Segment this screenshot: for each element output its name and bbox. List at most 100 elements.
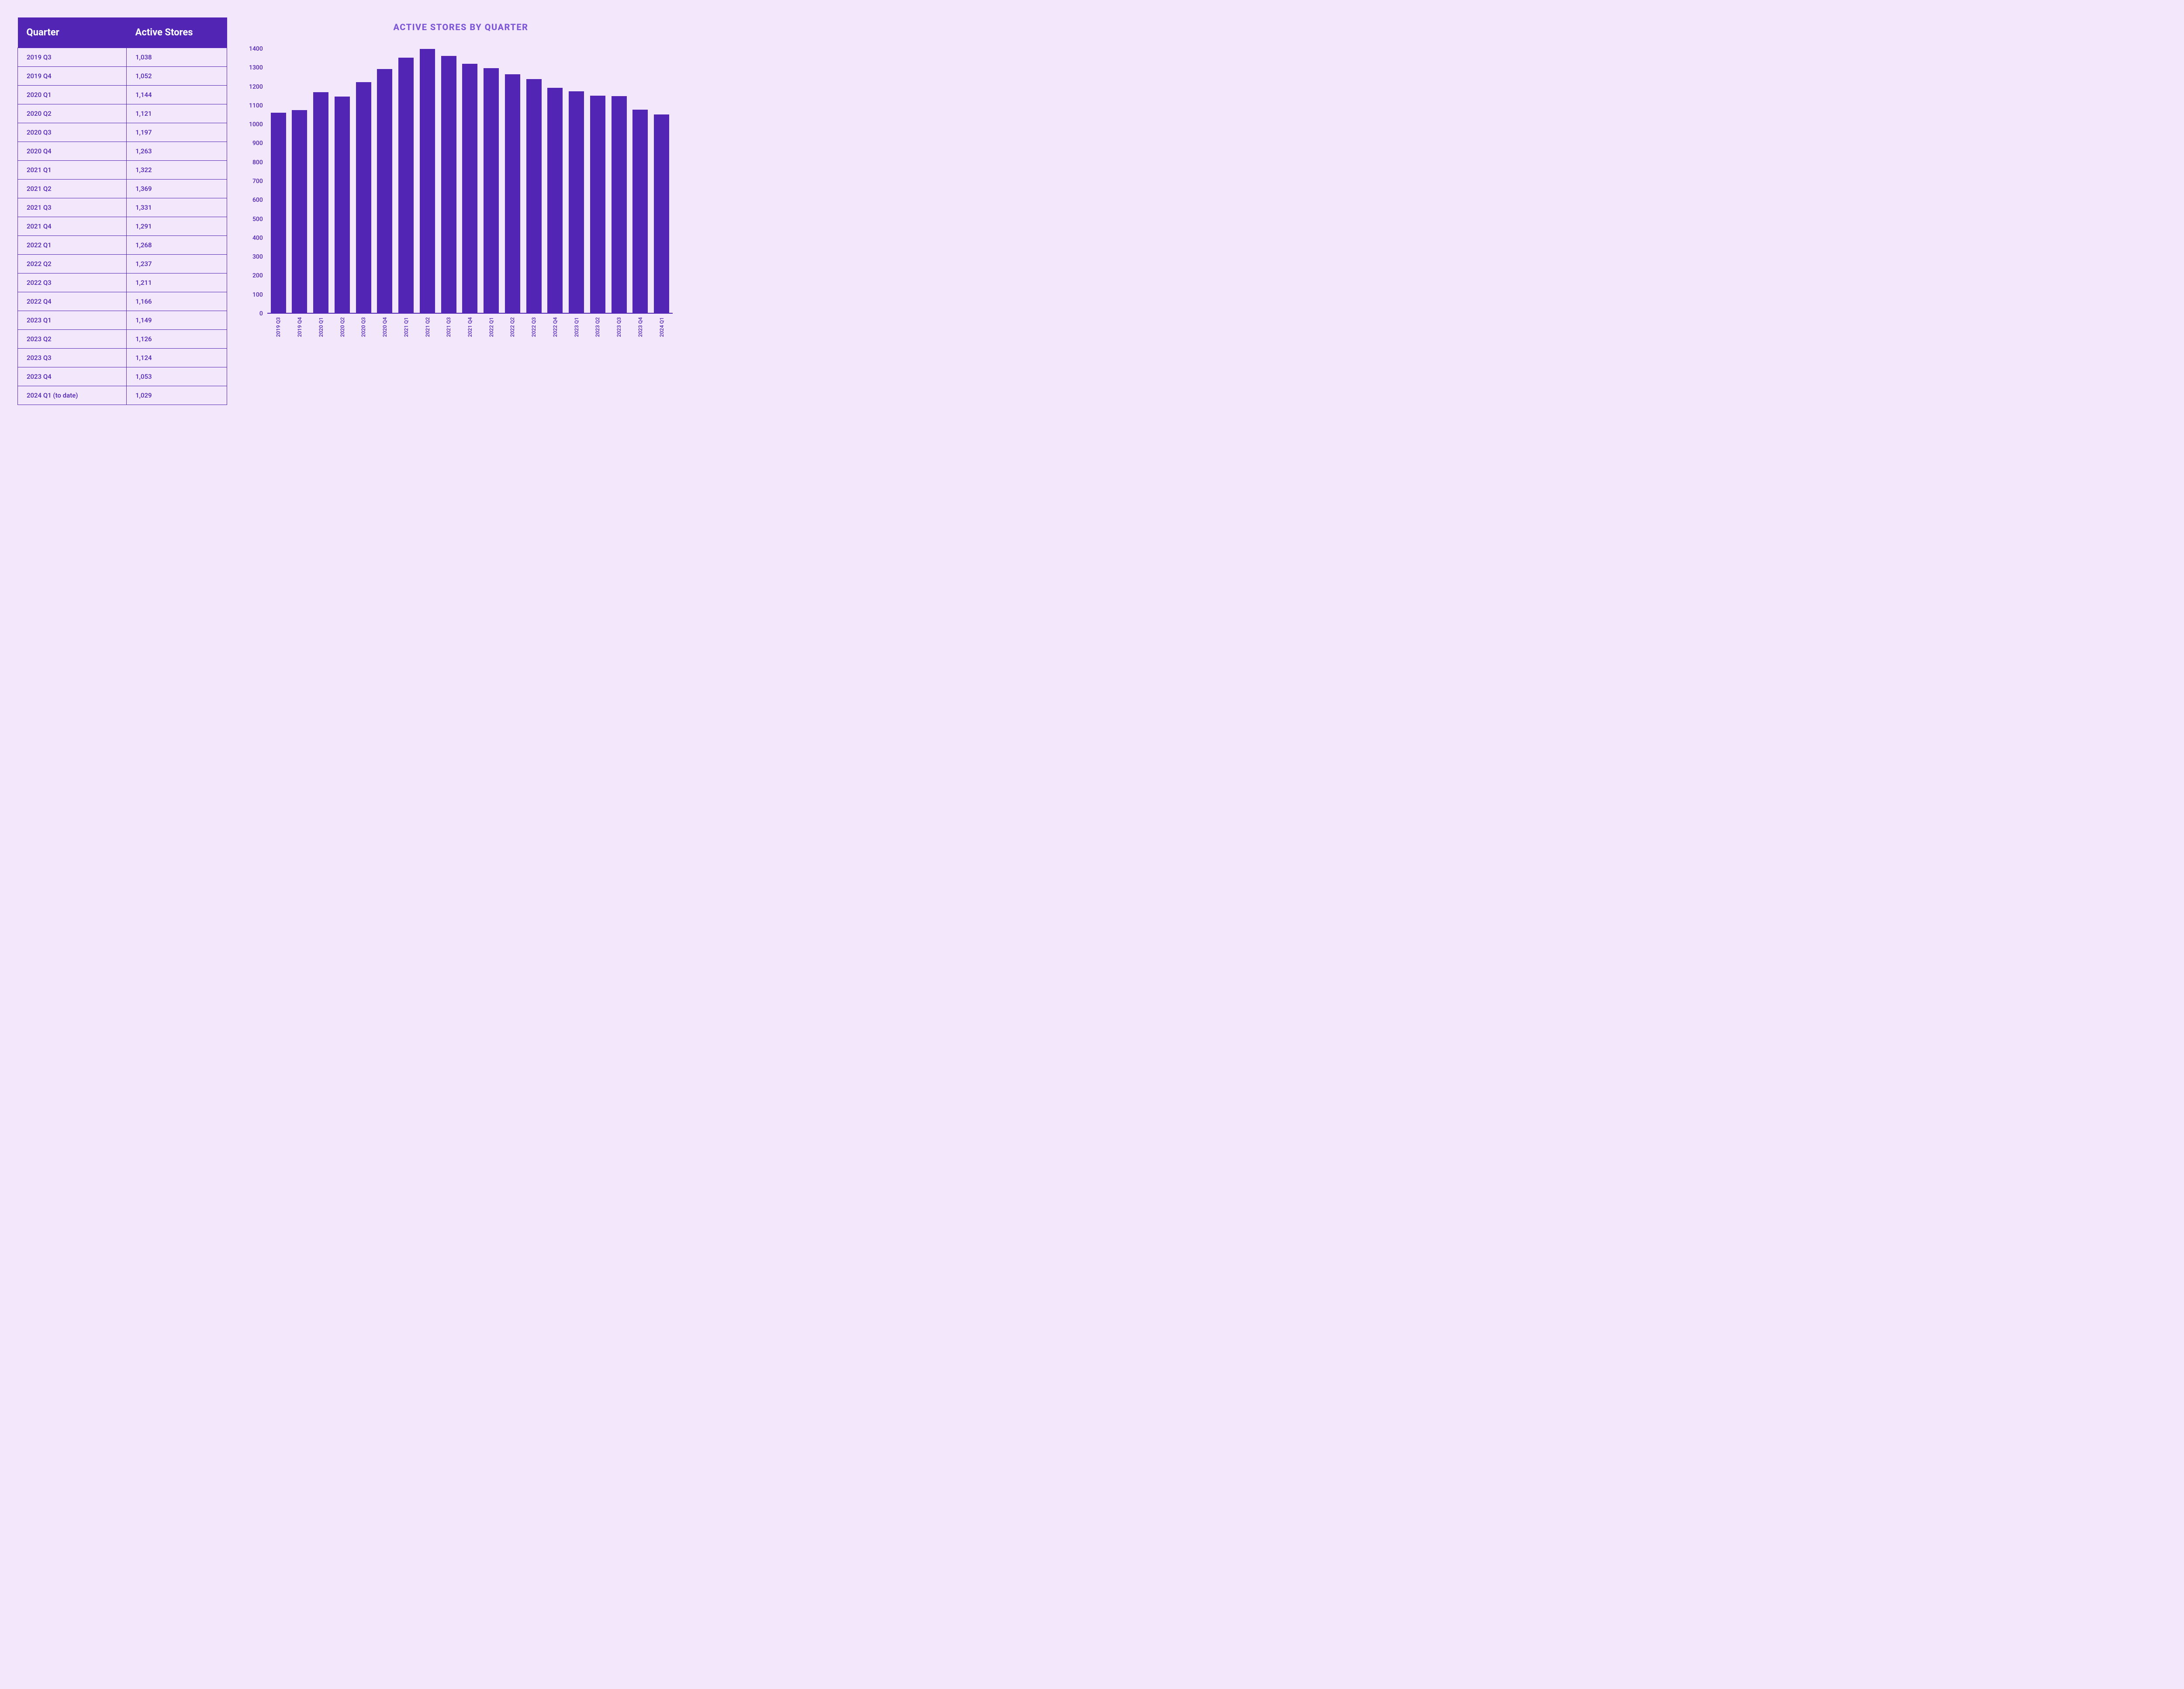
cell-active-stores: 1,124	[127, 349, 227, 367]
x-label: 2023 Q4	[637, 317, 643, 337]
cell-quarter: 2019 Q3	[18, 48, 127, 67]
table-row: 2020 Q41,263	[18, 142, 227, 161]
x-axis-labels: 2019 Q32019 Q42020 Q12020 Q22020 Q32020 …	[267, 317, 673, 337]
x-label: 2019 Q4	[297, 317, 303, 337]
y-tick: 0	[259, 311, 263, 317]
column-header-active-stores: Active Stores	[127, 17, 227, 48]
cell-active-stores: 1,237	[127, 255, 227, 273]
bar-slot	[376, 43, 394, 313]
y-tick: 1200	[249, 84, 263, 90]
table-row: 2021 Q21,369	[18, 180, 227, 198]
x-label-slot: 2020 Q1	[311, 317, 330, 337]
cell-quarter: 2020 Q1	[18, 86, 127, 104]
cell-active-stores: 1,052	[127, 67, 227, 86]
bar-slot	[290, 43, 309, 313]
cell-quarter: 2022 Q3	[18, 273, 127, 292]
cell-active-stores: 1,369	[127, 180, 227, 198]
bar-slot	[333, 43, 352, 313]
cell-quarter: 2023 Q4	[18, 367, 127, 386]
chart-area: 1400130012001100100090080070060050040030…	[249, 43, 673, 314]
x-label-slot: 2020 Q3	[354, 317, 373, 337]
cell-quarter: 2023 Q2	[18, 330, 127, 349]
table-row: 2023 Q41,053	[18, 367, 227, 386]
y-tick: 600	[252, 197, 263, 203]
bar-slot	[482, 43, 501, 313]
cell-quarter: 2024 Q1 (to date)	[18, 386, 127, 405]
column-header-quarter: Quarter	[18, 17, 127, 48]
cell-quarter: 2022 Q2	[18, 255, 127, 273]
cell-quarter: 2020 Q3	[18, 123, 127, 142]
x-label: 2021 Q2	[425, 317, 431, 337]
x-label-slot: 2019 Q3	[269, 317, 288, 337]
x-label-slot: 2020 Q4	[376, 317, 394, 337]
cell-active-stores: 1,144	[127, 86, 227, 104]
bar	[292, 110, 307, 313]
x-label-slot: 2023 Q3	[610, 317, 629, 337]
x-label: 2021 Q1	[403, 317, 409, 337]
cell-quarter: 2022 Q1	[18, 236, 127, 255]
x-label-slot: 2023 Q1	[567, 317, 586, 337]
bar	[612, 96, 627, 313]
bar-slot	[567, 43, 586, 313]
bar	[335, 97, 350, 313]
x-label-slot: 2022 Q4	[546, 317, 565, 337]
y-tick: 1000	[249, 121, 263, 128]
cell-active-stores: 1,322	[127, 161, 227, 180]
cell-quarter: 2020 Q2	[18, 104, 127, 123]
x-label-slot: 2021 Q2	[418, 317, 437, 337]
cell-active-stores: 1,263	[127, 142, 227, 161]
x-label: 2023 Q2	[594, 317, 601, 337]
y-tick: 200	[252, 273, 263, 279]
cell-quarter: 2019 Q4	[18, 67, 127, 86]
bar-slot	[610, 43, 629, 313]
cell-active-stores: 1,053	[127, 367, 227, 386]
table-row: 2021 Q31,331	[18, 198, 227, 217]
bar	[462, 64, 477, 313]
y-tick: 100	[252, 292, 263, 298]
x-label: 2020 Q3	[360, 317, 366, 337]
y-tick: 900	[252, 140, 263, 146]
table-row: 2021 Q41,291	[18, 217, 227, 236]
bar-slot	[546, 43, 565, 313]
bar	[356, 82, 371, 313]
bar	[441, 56, 456, 313]
table-row: 2023 Q21,126	[18, 330, 227, 349]
cell-quarter: 2022 Q4	[18, 292, 127, 311]
bar	[420, 49, 435, 313]
y-tick: 700	[252, 178, 263, 184]
table-row: 2022 Q21,237	[18, 255, 227, 273]
data-table-wrap: Quarter Active Stores 2019 Q31,0382019 Q…	[17, 17, 227, 405]
table-row: 2019 Q31,038	[18, 48, 227, 67]
dashboard-container: Quarter Active Stores 2019 Q31,0382019 Q…	[17, 17, 673, 405]
cell-quarter: 2023 Q3	[18, 349, 127, 367]
x-label-slot: 2022 Q3	[525, 317, 543, 337]
x-label-slot: 2023 Q4	[631, 317, 650, 337]
y-tick: 1100	[249, 103, 263, 109]
x-label: 2021 Q4	[467, 317, 473, 337]
cell-active-stores: 1,121	[127, 104, 227, 123]
cell-quarter: 2021 Q4	[18, 217, 127, 236]
cell-quarter: 2021 Q2	[18, 180, 127, 198]
bar-slot	[631, 43, 650, 313]
table-row: 2019 Q41,052	[18, 67, 227, 86]
x-label: 2022 Q2	[509, 317, 515, 337]
bar	[632, 110, 648, 313]
table-row: 2023 Q31,124	[18, 349, 227, 367]
bar	[526, 79, 542, 313]
bar	[271, 113, 286, 313]
bar-slot	[269, 43, 288, 313]
x-label: 2022 Q1	[488, 317, 494, 337]
cell-active-stores: 1,166	[127, 292, 227, 311]
y-tick: 1300	[249, 65, 263, 71]
y-tick: 800	[252, 159, 263, 166]
bar	[569, 91, 584, 313]
y-tick: 300	[252, 254, 263, 260]
bar	[377, 69, 392, 313]
cell-active-stores: 1,331	[127, 198, 227, 217]
bar-slot	[354, 43, 373, 313]
cell-quarter: 2021 Q3	[18, 198, 127, 217]
cell-active-stores: 1,211	[127, 273, 227, 292]
table-row: 2023 Q11,149	[18, 311, 227, 330]
bar-slot	[418, 43, 437, 313]
cell-quarter: 2023 Q1	[18, 311, 127, 330]
